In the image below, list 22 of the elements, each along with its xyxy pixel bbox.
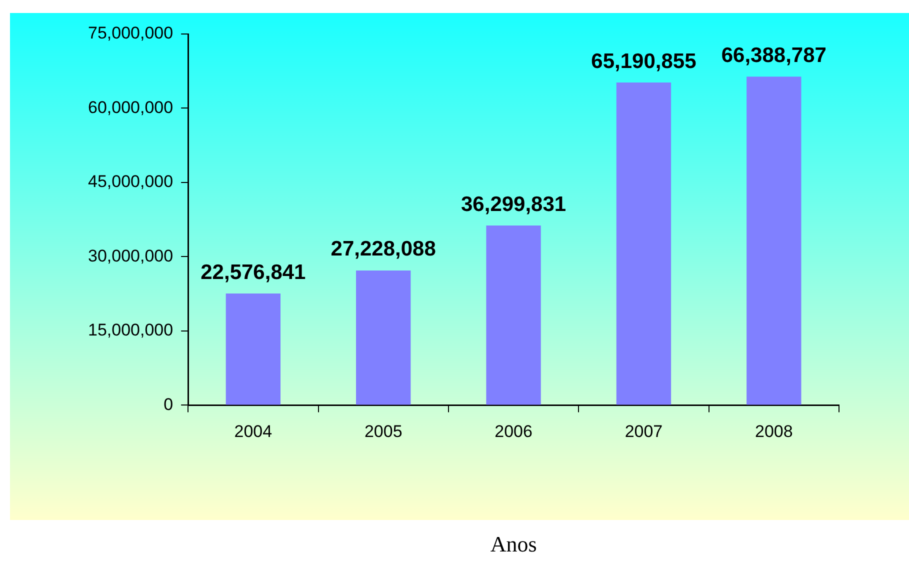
data-label: 22,576,841 (200, 260, 306, 284)
x-tick-label: 2005 (364, 422, 402, 442)
data-label: 66,388,787 (721, 44, 826, 67)
x-tick-label: 2007 (624, 422, 663, 442)
x-axis-title: Anos (490, 532, 537, 557)
data-label: 27,228,088 (330, 238, 436, 261)
data-label: 36,299,831 (460, 192, 566, 216)
y-tick-label: 45,000,000 (88, 172, 174, 192)
x-tick-label: 2006 (494, 422, 532, 442)
x-tick-label: 2008 (754, 422, 793, 442)
bar (226, 293, 281, 405)
y-tick-label: 60,000,000 (88, 98, 174, 117)
bar (616, 82, 672, 405)
data-label: 65,190,855 (591, 50, 697, 73)
bar (356, 270, 411, 405)
y-tick-label: 75,000,000 (88, 24, 174, 43)
bar (486, 226, 541, 405)
y-tick-label: 0 (164, 394, 174, 414)
x-tick-label: 2004 (234, 422, 272, 442)
y-tick-label: 15,000,000 (88, 320, 174, 340)
y-tick-label: 30,000,000 (88, 246, 174, 266)
bar (746, 76, 802, 405)
